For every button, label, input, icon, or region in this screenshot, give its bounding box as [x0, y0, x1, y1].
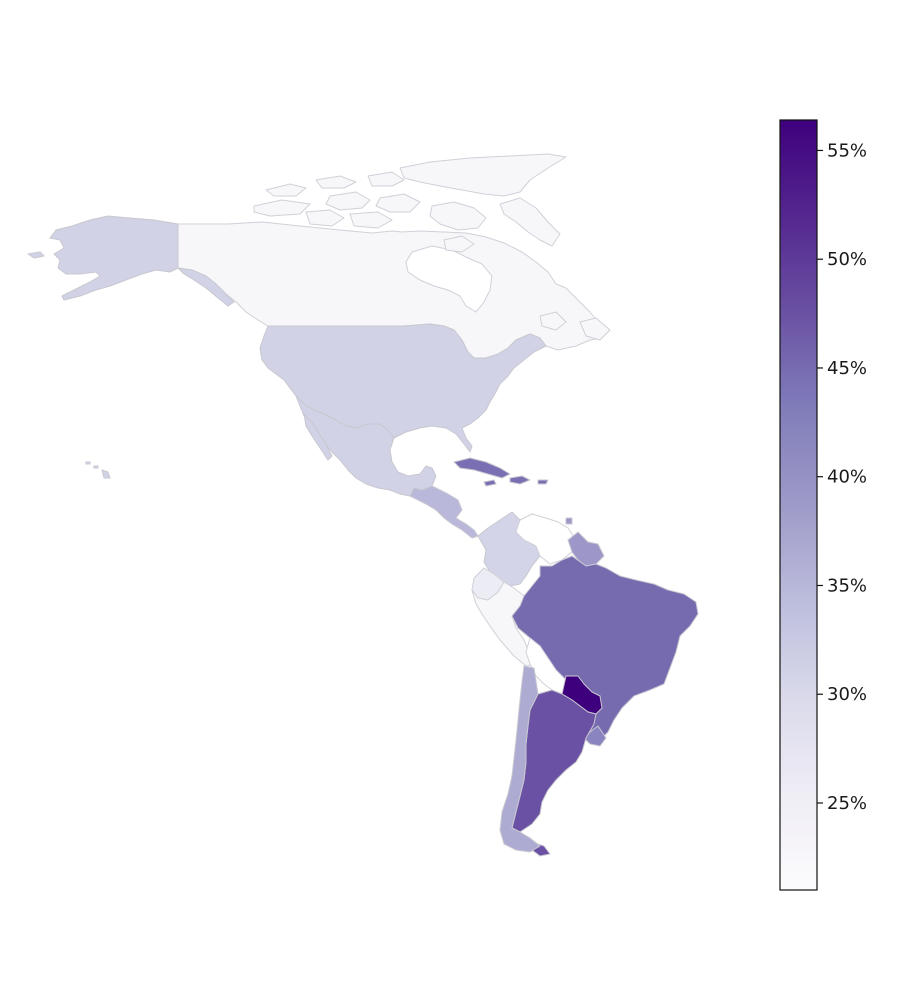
country-canada-arctic-13 [539, 311, 567, 331]
country-mexico [295, 395, 437, 497]
country-canada-arctic-4 [375, 193, 421, 213]
country-canada-arctic-11 [349, 211, 393, 229]
country-canada-arctic-12 [443, 235, 475, 253]
country-usa-alaska-panhandle [177, 267, 235, 307]
country-canada-arctic-1 [399, 153, 567, 197]
country-canada-arctic-8 [315, 175, 357, 189]
country-canada [177, 221, 607, 359]
country-colombia [477, 511, 541, 587]
colorbar-tick-label: 40% [827, 467, 867, 488]
colorbar-tick-label: 35% [827, 575, 867, 596]
country-canada-arctic-2 [499, 197, 561, 247]
hudson-bay [405, 245, 493, 313]
country-cuba [453, 457, 511, 479]
country-brazil [511, 555, 699, 743]
colorbar-tick-label: 45% [827, 358, 867, 379]
country-canada-arctic-10 [305, 209, 345, 227]
country-canada-arctic-9 [367, 171, 405, 187]
country-guyana [567, 531, 605, 567]
country-mexico-baja [303, 413, 333, 461]
country-canada-arctic-5 [325, 191, 371, 211]
country-trinidad [565, 517, 573, 525]
country-central-america [409, 485, 479, 539]
country-peru [471, 581, 535, 667]
colorbar-tick-label: 30% [827, 684, 867, 705]
country-canada-arctic-3 [429, 201, 487, 231]
country-usa-alaska [49, 215, 179, 301]
country-hispaniola [509, 475, 531, 485]
colorbar-tick-label: 25% [827, 793, 867, 814]
country-usa-aleutian [27, 251, 45, 259]
country-jamaica [483, 479, 497, 487]
country-canada-arctic-14 [579, 317, 611, 341]
colorbar-ticks: 25% 30% 35% 40% 45% 50% 55% [817, 140, 867, 814]
colorbar-tick-label: 50% [827, 249, 867, 270]
colorbar-tick-label: 55% [827, 140, 867, 161]
country-canada-arctic-6 [265, 183, 307, 197]
colorbar-gradient [779, 119, 818, 891]
country-chile [499, 665, 541, 853]
country-usa-hawaii [85, 461, 111, 479]
country-puerto-rico [537, 479, 549, 485]
colorbar: 25% 30% 35% 40% 45% 50% 55% [779, 119, 867, 891]
country-venezuela [515, 513, 577, 565]
countries-layer [27, 153, 699, 857]
country-canada-arctic-7 [253, 199, 311, 217]
